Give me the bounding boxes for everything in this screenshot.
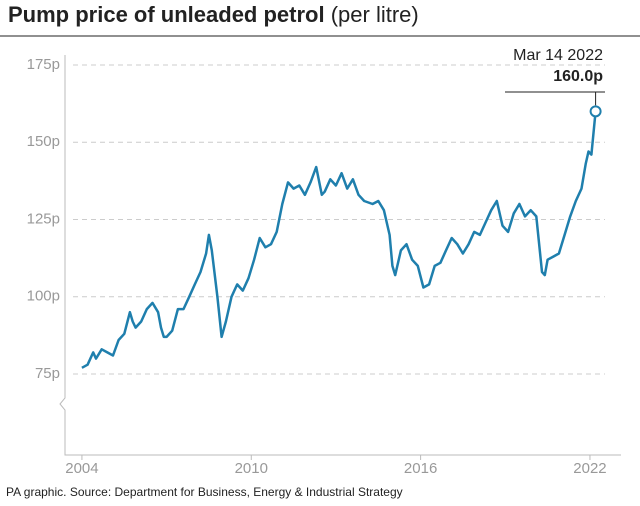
end-marker bbox=[589, 105, 602, 118]
source: PA graphic. Source: Department for Busin… bbox=[6, 485, 403, 499]
axis-line bbox=[59, 55, 621, 456]
y-tick-label: 125p bbox=[27, 210, 60, 227]
chart-title-group: Pump price of unleaded petrol (per litre… bbox=[8, 2, 419, 27]
y-tick-label: 175p bbox=[27, 56, 60, 73]
x-tick-label: 2010 bbox=[235, 460, 268, 477]
line bbox=[81, 111, 597, 369]
chart-title: Pump price of unleaded petrol bbox=[8, 2, 325, 27]
chart-subtitle: (per litre) bbox=[331, 2, 419, 27]
y-tick-label: 75p bbox=[35, 365, 60, 382]
annotation-date: Mar 14 2022 bbox=[513, 47, 603, 64]
y-tick-label: 100p bbox=[27, 288, 60, 305]
x-tick-label: 2022 bbox=[573, 460, 606, 477]
y-tick-label: 150p bbox=[27, 133, 60, 150]
x-tick-label: 2004 bbox=[65, 460, 98, 477]
annotation-value: 160.0p bbox=[553, 68, 603, 85]
x-tick-label: 2016 bbox=[404, 460, 437, 477]
